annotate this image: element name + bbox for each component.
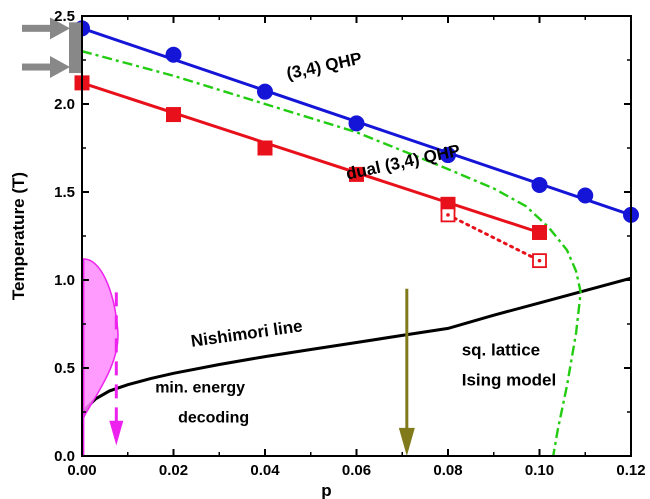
x-axis-title: p [321,481,331,499]
marker-layer [22,17,639,456]
annotation-sq-lattice: sq. lattice [462,341,540,360]
x-tick-label-2: 0.04 [250,462,280,479]
y-tick-label-0: 0.0 [54,448,75,465]
y-tick-label-2: 1.0 [54,272,75,289]
dual-3-4-qhp-point-1 [166,107,181,123]
3-4-qhp-point-1 [165,46,182,63]
x-tick-label-5: 0.10 [525,462,554,479]
annotation-ising-model: Ising model [462,371,556,390]
series-2-line [446,213,541,263]
nishimori-line-line [82,276,631,418]
probability-distribution [82,258,119,420]
3-4-qhp-point-5 [531,176,548,193]
dual-3-4-qhp-point-3 [349,166,364,182]
x-tick-label-1: 0.02 [159,462,188,479]
y-tick-label-3: 1.5 [54,184,75,201]
dual-3-4-qhp-point-5 [532,224,547,240]
dual-3-4-qhp-line [82,81,540,234]
axes-layer: 0.00 0.02 0.04 0.06 0.08 0.10 0.12 0.0 0.5 1.0 1.5… [9,8,646,499]
x-tick-label-4: 0.08 [433,462,462,479]
x-tick-label-3: 0.06 [342,462,371,479]
3-4-qhp-point-6 [577,187,594,204]
dual-3-4-qhp-point-2 [257,140,273,156]
input-arrow-head-1 [50,56,70,79]
series-2-point-dot [446,213,450,217]
series-2-point-dot [537,258,542,263]
sq-lattice-ising-model-line [82,50,582,456]
3-4-qhp-point-3 [348,115,365,132]
input-arrow-shaft-1 [22,63,52,71]
decoding-arrow-head [398,427,415,456]
y-tick-label-1: 0.5 [54,360,75,377]
distribution-arrow-head [109,420,124,446]
series-2-point-0 [440,207,456,223]
input-arrow-shaft-0 [22,24,52,32]
input-arrow-head-0 [50,17,70,40]
annotation-decoding: decoding [178,410,249,427]
x-tick-label-6: 0.12 [616,462,645,479]
y-tick-label-5: 2.5 [54,8,75,25]
input-arrows-bracket [69,22,82,74]
3-4-qhp-point-4 [440,147,456,164]
y-axis-title: Temperature (T) [9,172,28,300]
3-4-qhp-point-2 [257,83,273,100]
annotation-min-energy: min. energy [155,380,245,397]
y-tick-label-4: 2.0 [54,96,75,113]
series-2-point-1 [532,253,547,269]
x-tick-label-0: 0.00 [67,462,96,479]
